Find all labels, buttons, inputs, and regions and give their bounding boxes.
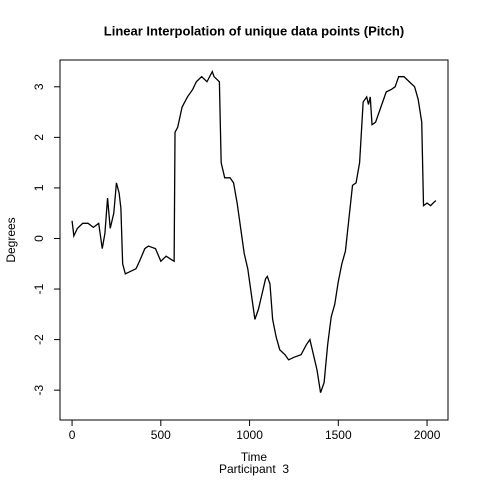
x-tick-label: 1000 [236,428,263,442]
y-tick-label: 0 [32,235,46,242]
x-tick-label: 500 [151,428,171,442]
y-axis-label: Degrees [4,217,18,262]
subtitle: Participant 3 [219,462,289,476]
y-tick-label: -3 [32,385,46,396]
y-tick-label: 2 [32,134,46,141]
y-tick-label: 1 [32,184,46,191]
x-tick-label: 1500 [325,428,352,442]
line [71,70,437,393]
y-tick-label: 3 [32,83,46,90]
plot-box [59,59,449,421]
x-tick-label: 2000 [414,428,441,442]
y-tick-label: -1 [32,283,46,294]
chart-title: Linear Interpolation of unique data poin… [104,23,404,38]
x-tick-label: 0 [69,428,76,442]
y-tick-label: -2 [32,334,46,345]
x-axis-label: Time [241,450,268,464]
